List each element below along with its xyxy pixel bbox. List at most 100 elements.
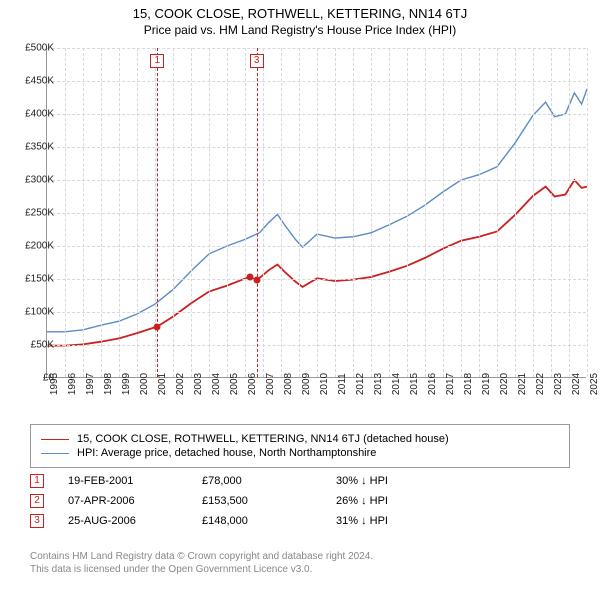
gridline-v [551,48,552,377]
legend-swatch-property [41,439,69,440]
gridline-v [353,48,354,377]
xtick-label: 2001 [157,373,168,395]
gridline-v [515,48,516,377]
ytick-label: £350K [25,142,54,153]
xtick-label: 2011 [337,373,348,395]
gridline-v [497,48,498,377]
gridline-v [137,48,138,377]
ytick-label: £300K [25,175,54,186]
xtick-label: 2002 [175,373,186,395]
transaction-marker: 2 [30,494,44,508]
xtick-label: 1999 [121,373,132,395]
xtick-label: 2004 [211,373,222,395]
gridline-v [461,48,462,377]
ytick-label: £200K [25,241,54,252]
transaction-delta: 26% ↓ HPI [336,495,436,507]
xtick-label: 2021 [517,373,528,395]
gridline-v [65,48,66,377]
ytick-label: £500K [25,43,54,54]
transaction-date: 25-AUG-2006 [68,515,178,527]
transactions-table: 119-FEB-2001£78,00030% ↓ HPI207-APR-2006… [30,468,570,534]
gridline-v [371,48,372,377]
xtick-label: 2019 [481,373,492,395]
gridline-v [569,48,570,377]
xtick-label: 1997 [85,373,96,395]
chart-title: 15, COOK CLOSE, ROTHWELL, KETTERING, NN1… [0,0,600,21]
ytick-label: £250K [25,208,54,219]
gridline-v [533,48,534,377]
ytick-label: £100K [25,307,54,318]
footnote-line1: Contains HM Land Registry data © Crown c… [30,550,570,563]
gridline-v [119,48,120,377]
sale-marker-vline [257,48,258,377]
transaction-row: 119-FEB-2001£78,00030% ↓ HPI [30,474,570,488]
chart-subtitle: Price paid vs. HM Land Registry's House … [0,21,600,37]
gridline-v [101,48,102,377]
xtick-label: 2012 [355,373,366,395]
xtick-label: 2017 [445,373,456,395]
xtick-label: 2006 [247,373,258,395]
xtick-label: 2009 [301,373,312,395]
xtick-label: 2003 [193,373,204,395]
gridline-v [479,48,480,377]
xtick-label: 2014 [391,373,402,395]
transaction-delta: 31% ↓ HPI [336,515,436,527]
gridline-v [587,48,588,377]
transaction-price: £148,000 [202,515,312,527]
legend-label-hpi: HPI: Average price, detached house, Nort… [77,447,376,459]
ytick-label: £50K [31,340,54,351]
transaction-price: £153,500 [202,495,312,507]
xtick-label: 2007 [265,373,276,395]
gridline-v [389,48,390,377]
transaction-marker: 1 [30,474,44,488]
xtick-label: 2013 [373,373,384,395]
gridline-v [245,48,246,377]
xtick-label: 2025 [589,373,600,395]
xtick-label: 2018 [463,373,474,395]
sale-dot [154,323,161,330]
xtick-label: 1998 [103,373,114,395]
gridline-v [443,48,444,377]
gridline-v [335,48,336,377]
legend-label-property: 15, COOK CLOSE, ROTHWELL, KETTERING, NN1… [77,433,449,445]
sale-marker-box: 1 [150,54,164,68]
transaction-marker: 3 [30,514,44,528]
transaction-date: 19-FEB-2001 [68,475,178,487]
xtick-label: 2008 [283,373,294,395]
gridline-v [317,48,318,377]
gridline-v [83,48,84,377]
transaction-price: £78,000 [202,475,312,487]
gridline-v [191,48,192,377]
xtick-label: 2016 [427,373,438,395]
xtick-label: 2010 [319,373,330,395]
xtick-label: 2022 [535,373,546,395]
legend-row-property: 15, COOK CLOSE, ROTHWELL, KETTERING, NN1… [41,433,559,445]
gridline-v [407,48,408,377]
gridline-v [425,48,426,377]
gridline-v [263,48,264,377]
xtick-label: 2020 [499,373,510,395]
xtick-label: 2015 [409,373,420,395]
footnote-line2: This data is licensed under the Open Gov… [30,563,570,576]
sale-marker-box: 3 [250,54,264,68]
legend: 15, COOK CLOSE, ROTHWELL, KETTERING, NN1… [30,424,570,468]
legend-row-hpi: HPI: Average price, detached house, Nort… [41,447,559,459]
ytick-label: £150K [25,274,54,285]
sale-dot [253,277,260,284]
plot-area: 13 [46,48,586,378]
xtick-label: 1995 [49,373,60,395]
transaction-date: 07-APR-2006 [68,495,178,507]
ytick-label: £450K [25,76,54,87]
gridline-v [299,48,300,377]
xtick-label: 2000 [139,373,150,395]
gridline-v [281,48,282,377]
transaction-row: 2 07-APR-2006 £153,500 26% ↓ HPI [30,494,570,508]
gridline-v [209,48,210,377]
xtick-label: 1996 [67,373,78,395]
xtick-label: 2005 [229,373,240,395]
chart-container: 15, COOK CLOSE, ROTHWELL, KETTERING, NN1… [0,0,600,590]
gridline-v [227,48,228,377]
legend-swatch-hpi [41,453,69,454]
footnote: Contains HM Land Registry data © Crown c… [30,550,570,576]
transaction-row: 3 25-AUG-2006 £148,000 31% ↓ HPI [30,514,570,528]
